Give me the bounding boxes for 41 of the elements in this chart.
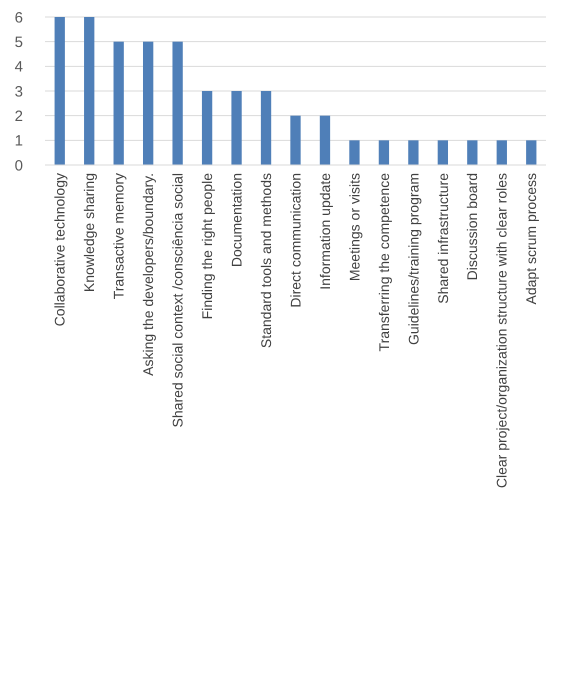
x-tick-label: Collaborative technology	[52, 173, 68, 326]
x-tick-label: Knowledge sharing	[81, 173, 98, 292]
y-tick-label: 5	[14, 34, 23, 51]
bar	[467, 140, 478, 165]
x-tick-label: Finding the right people	[198, 172, 215, 320]
x-tick-label: Transferring the competence	[376, 172, 392, 352]
bar	[320, 116, 330, 165]
bar	[496, 140, 507, 165]
y-tick-label: 1	[14, 132, 23, 150]
bar	[231, 91, 242, 165]
y-tick-label: 6	[14, 9, 23, 26]
x-tick-label: Clear project/organization structure with clear roles	[494, 173, 510, 488]
bar	[438, 140, 448, 165]
bar	[260, 91, 272, 165]
x-tick-label: Information update	[316, 172, 333, 290]
x-tick-label: Adapt scrum process	[523, 173, 540, 304]
bar	[349, 140, 360, 165]
x-tick-label: Standard tools and methods	[258, 173, 274, 348]
bar	[526, 140, 536, 165]
y-tick-label: 4	[14, 58, 23, 76]
bar	[290, 116, 301, 165]
bar	[202, 91, 212, 165]
x-tick-label: Meetings or visits	[346, 173, 362, 282]
y-tick-label: 0	[14, 157, 23, 174]
bar	[114, 42, 124, 165]
bar	[172, 42, 183, 165]
bar	[54, 17, 65, 165]
x-tick-label: Guidelines/training program	[405, 173, 422, 345]
y-tick-label: 2	[14, 108, 23, 125]
y-tick-label: 3	[14, 83, 23, 100]
x-tick-label: Documentation	[228, 173, 244, 268]
bar	[142, 42, 154, 165]
x-tick-label: Direct communication	[287, 173, 304, 308]
x-tick-label: Asking the developers/boundary.	[140, 173, 156, 376]
x-tick-label: Shared social context /consciência social	[170, 173, 186, 428]
x-tick-label: Transactive memory	[110, 173, 127, 300]
bar	[84, 17, 94, 165]
x-tick-label: Shared infrastructure	[434, 172, 451, 304]
bar	[408, 140, 419, 165]
x-tick-label: Discussion board	[464, 173, 480, 280]
bar	[378, 140, 390, 165]
